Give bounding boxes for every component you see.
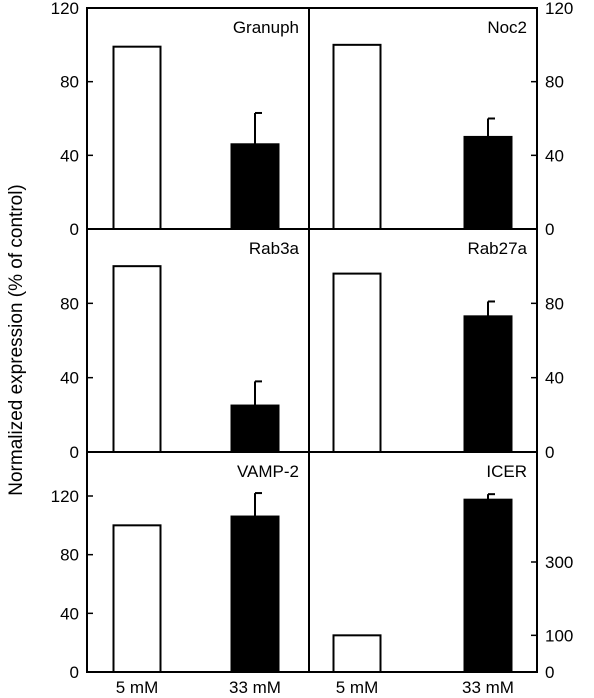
- y-tick-label: 80: [60, 73, 79, 92]
- panel-label-4: VAMP-2: [237, 462, 299, 481]
- y-tick-label: 0: [545, 663, 554, 682]
- bar-treated: [230, 515, 280, 673]
- y-tick-label: 40: [60, 369, 79, 388]
- y-tick-label: 300: [545, 553, 573, 572]
- y-tick-label: 100: [545, 626, 573, 645]
- bar-control: [332, 272, 382, 453]
- panel-label-5: ICER: [486, 462, 527, 481]
- y-axis-label: Normalized expression (% of control): [6, 184, 27, 496]
- bar-treated: [463, 498, 513, 673]
- bar-control: [112, 524, 162, 673]
- panel-label-3: Rab27a: [467, 239, 527, 258]
- y-tick-label: 0: [70, 220, 79, 239]
- y-tick-label: 80: [60, 294, 79, 313]
- bar-treated: [230, 404, 280, 453]
- y-tick-label: 0: [70, 443, 79, 462]
- y-tick-label: 80: [545, 294, 564, 313]
- bar-treated: [463, 315, 513, 454]
- bar-treated: [463, 135, 513, 231]
- bar-control: [332, 634, 382, 673]
- panel-label-0: Granuph: [233, 18, 299, 37]
- y-tick-label: 0: [545, 443, 554, 462]
- y-tick-label: 120: [51, 0, 79, 18]
- x-tick-label: 33 mM: [462, 678, 514, 697]
- y-tick-label: 40: [60, 146, 79, 165]
- bar-treated: [230, 143, 280, 231]
- y-tick-label: 120: [545, 0, 573, 18]
- y-tick-label: 40: [545, 146, 564, 165]
- x-tick-label: 5 mM: [116, 678, 159, 697]
- x-tick-label: 33 mM: [229, 678, 281, 697]
- panel-label-2: Rab3a: [249, 239, 300, 258]
- bar-control: [332, 43, 382, 231]
- plot-frame: [86, 7, 538, 673]
- y-tick-label: 80: [545, 73, 564, 92]
- y-tick-label: 0: [545, 220, 554, 239]
- y-tick-label: 40: [60, 604, 79, 623]
- y-tick-label: 0: [70, 663, 79, 682]
- panel-label-1: Noc2: [487, 18, 527, 37]
- y-tick-label: 120: [51, 487, 79, 506]
- x-tick-label: 5 mM: [336, 678, 379, 697]
- bar-control: [112, 45, 162, 230]
- bar-control: [112, 265, 162, 453]
- y-tick-label: 80: [60, 546, 79, 565]
- y-tick-label: 40: [545, 369, 564, 388]
